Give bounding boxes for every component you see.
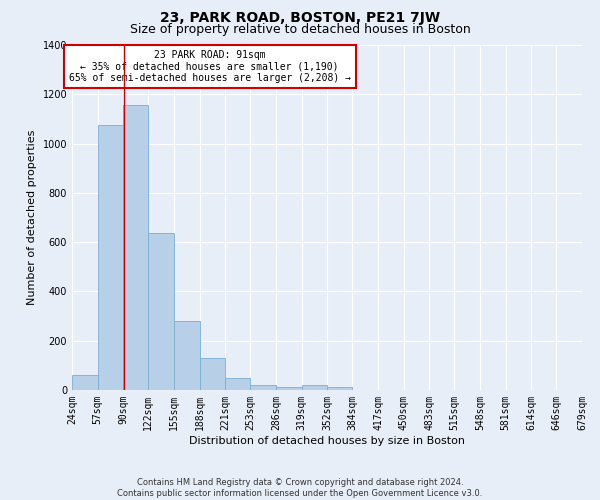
Bar [250,385,276,390]
Bar [328,387,352,390]
Bar [98,125,124,390]
Text: Size of property relative to detached houses in Boston: Size of property relative to detached ho… [130,22,470,36]
Text: Contains HM Land Registry data © Crown copyright and database right 2024.
Contai: Contains HM Land Registry data © Crown c… [118,478,482,498]
X-axis label: Distribution of detached houses by size in Boston: Distribution of detached houses by size … [189,436,465,446]
Bar [226,378,250,390]
Bar [148,233,174,390]
Y-axis label: Number of detached properties: Number of detached properties [27,130,37,305]
Bar [124,106,148,390]
Bar [200,358,226,390]
Text: 23, PARK ROAD, BOSTON, PE21 7JW: 23, PARK ROAD, BOSTON, PE21 7JW [160,11,440,25]
Bar [72,374,98,390]
Text: 23 PARK ROAD: 91sqm
← 35% of detached houses are smaller (1,190)
65% of semi-det: 23 PARK ROAD: 91sqm ← 35% of detached ho… [69,50,351,84]
Bar [302,385,328,390]
Bar [174,321,200,390]
Bar [276,387,302,390]
